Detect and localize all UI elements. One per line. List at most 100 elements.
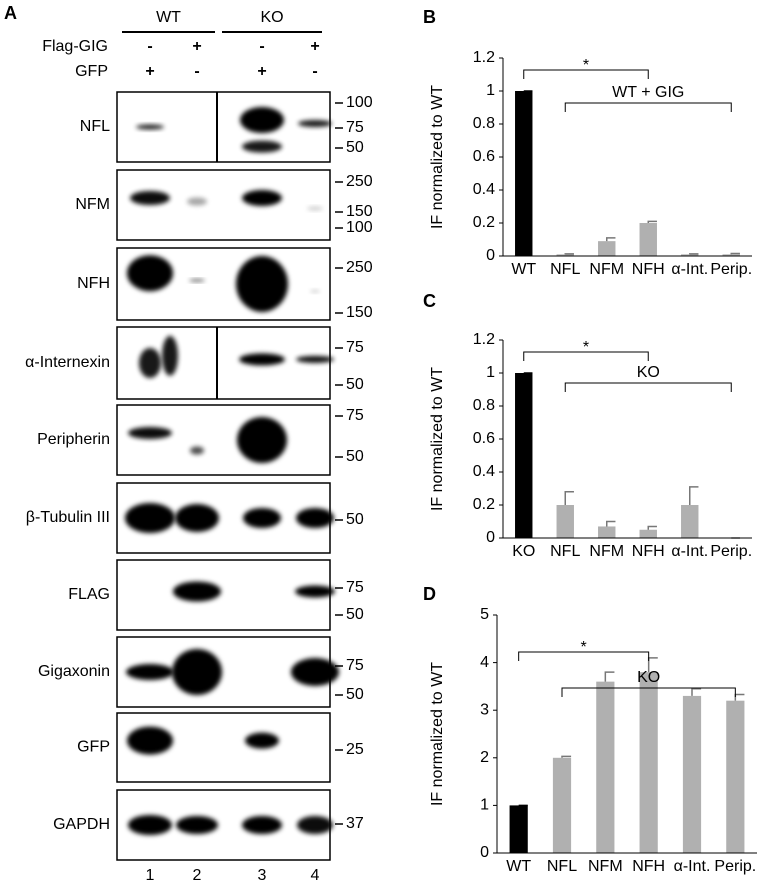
y-axis-label: IF normalized to WT: [429, 85, 446, 229]
condition-sign: -: [312, 63, 317, 80]
y-tick-label: 1: [486, 364, 495, 381]
error-bar: [730, 252, 740, 255]
y-axis-label: IF normalized to WT: [429, 662, 446, 806]
marker-label: 100: [346, 94, 373, 111]
x-tick-label: WT: [511, 261, 536, 278]
x-tick-label: NFH: [632, 543, 665, 560]
y-tick-label: 4: [480, 654, 489, 671]
bar: [639, 672, 658, 853]
panel-label: D: [423, 584, 436, 604]
marker-label: 250: [346, 259, 373, 276]
lane-number: 3: [258, 867, 267, 884]
annotation: *: [583, 57, 589, 74]
error-bar: [689, 486, 699, 505]
blot-band: [173, 581, 221, 602]
blot-frame: [116, 404, 331, 476]
bar: [552, 757, 572, 853]
group-label: WT: [156, 9, 181, 26]
blot-band: [297, 816, 333, 834]
blot-band: [172, 649, 222, 695]
x-tick-label: Perip.: [710, 261, 752, 278]
x-tick-label: WT: [506, 858, 531, 875]
significance-bracket: [561, 687, 736, 697]
y-tick-label: 0: [480, 844, 489, 861]
row-label: GAPDH: [53, 816, 110, 833]
blot-band: [162, 335, 178, 376]
marker-label: 150: [346, 304, 373, 321]
x-tick-label: α-Int.: [671, 261, 708, 278]
annotation: *: [583, 339, 589, 356]
blot-band: [310, 289, 320, 293]
blot-band: [242, 140, 282, 153]
marker-label: 50: [346, 606, 364, 623]
row-label: Peripherin: [37, 431, 110, 448]
blot-band: [240, 107, 284, 133]
error-bar: [604, 671, 615, 682]
blot-band: [128, 815, 172, 835]
error-bar: [606, 237, 616, 242]
blot-band: [126, 664, 174, 680]
x-tick-label: NFM: [589, 261, 624, 278]
annotation: KO: [637, 669, 660, 686]
blot-band: [176, 816, 218, 834]
bar: [681, 505, 699, 538]
x-tick-label: NFH: [632, 858, 665, 875]
annotation: WT + GIG: [612, 84, 684, 101]
blot-band: [245, 732, 279, 749]
x-tick-label: NFL: [547, 858, 577, 875]
row-label: NFL: [80, 118, 110, 135]
blot-band: [296, 355, 334, 363]
blot-band: [175, 504, 219, 532]
y-tick-label: 2: [480, 749, 489, 766]
marker-label: 50: [346, 448, 364, 465]
y-tick-label: 0.6: [473, 430, 495, 447]
marker-label: 37: [346, 815, 364, 832]
blot-band: [190, 446, 204, 455]
condition-sign: +: [257, 63, 266, 80]
bar: [515, 91, 533, 256]
x-tick-label: KO: [512, 543, 535, 560]
blot-band: [291, 658, 339, 686]
y-tick-label: 5: [480, 606, 489, 623]
error-bar: [606, 520, 616, 527]
error-bar: [734, 693, 745, 701]
lane-number: 2: [193, 867, 202, 884]
significance-bracket: [564, 382, 732, 392]
marker-label: 75: [346, 657, 364, 674]
error-bar: [564, 491, 574, 505]
blot-band: [298, 120, 332, 127]
y-tick-label: 1: [486, 82, 495, 99]
blot-band: [127, 255, 173, 292]
blot-band: [127, 726, 173, 755]
blot-frame: [116, 169, 331, 241]
marker-label: 50: [346, 686, 364, 703]
condition-label: Flag-GIG: [42, 38, 108, 55]
panel-label: A: [4, 3, 17, 23]
marker-label: 75: [346, 407, 364, 424]
y-tick-label: 0.2: [473, 496, 495, 513]
error-bar: [647, 525, 657, 530]
y-tick-label: 0.8: [473, 397, 495, 414]
y-tick-label: 1.2: [473, 331, 495, 348]
bar: [639, 223, 657, 256]
marker-label: 75: [346, 579, 364, 596]
condition-sign: -: [147, 38, 152, 55]
marker-label: 75: [346, 119, 364, 136]
x-tick-label: NFL: [550, 543, 580, 560]
annotation: *: [581, 639, 587, 656]
marker-label: 75: [346, 339, 364, 356]
bar: [515, 373, 533, 538]
y-tick-label: 0.2: [473, 214, 495, 231]
condition-sign: -: [259, 38, 264, 55]
x-tick-label: NFM: [588, 858, 623, 875]
row-label: GFP: [77, 739, 110, 756]
blot-band: [125, 503, 175, 533]
marker-label: 25: [346, 741, 364, 758]
significance-bracket: [523, 351, 649, 361]
annotation: KO: [637, 364, 660, 381]
marker-label: 150: [346, 203, 373, 220]
bar: [726, 700, 745, 853]
y-tick-label: 0.4: [473, 181, 495, 198]
blot-band: [242, 816, 282, 834]
row-label: Gigaxonin: [38, 663, 110, 680]
